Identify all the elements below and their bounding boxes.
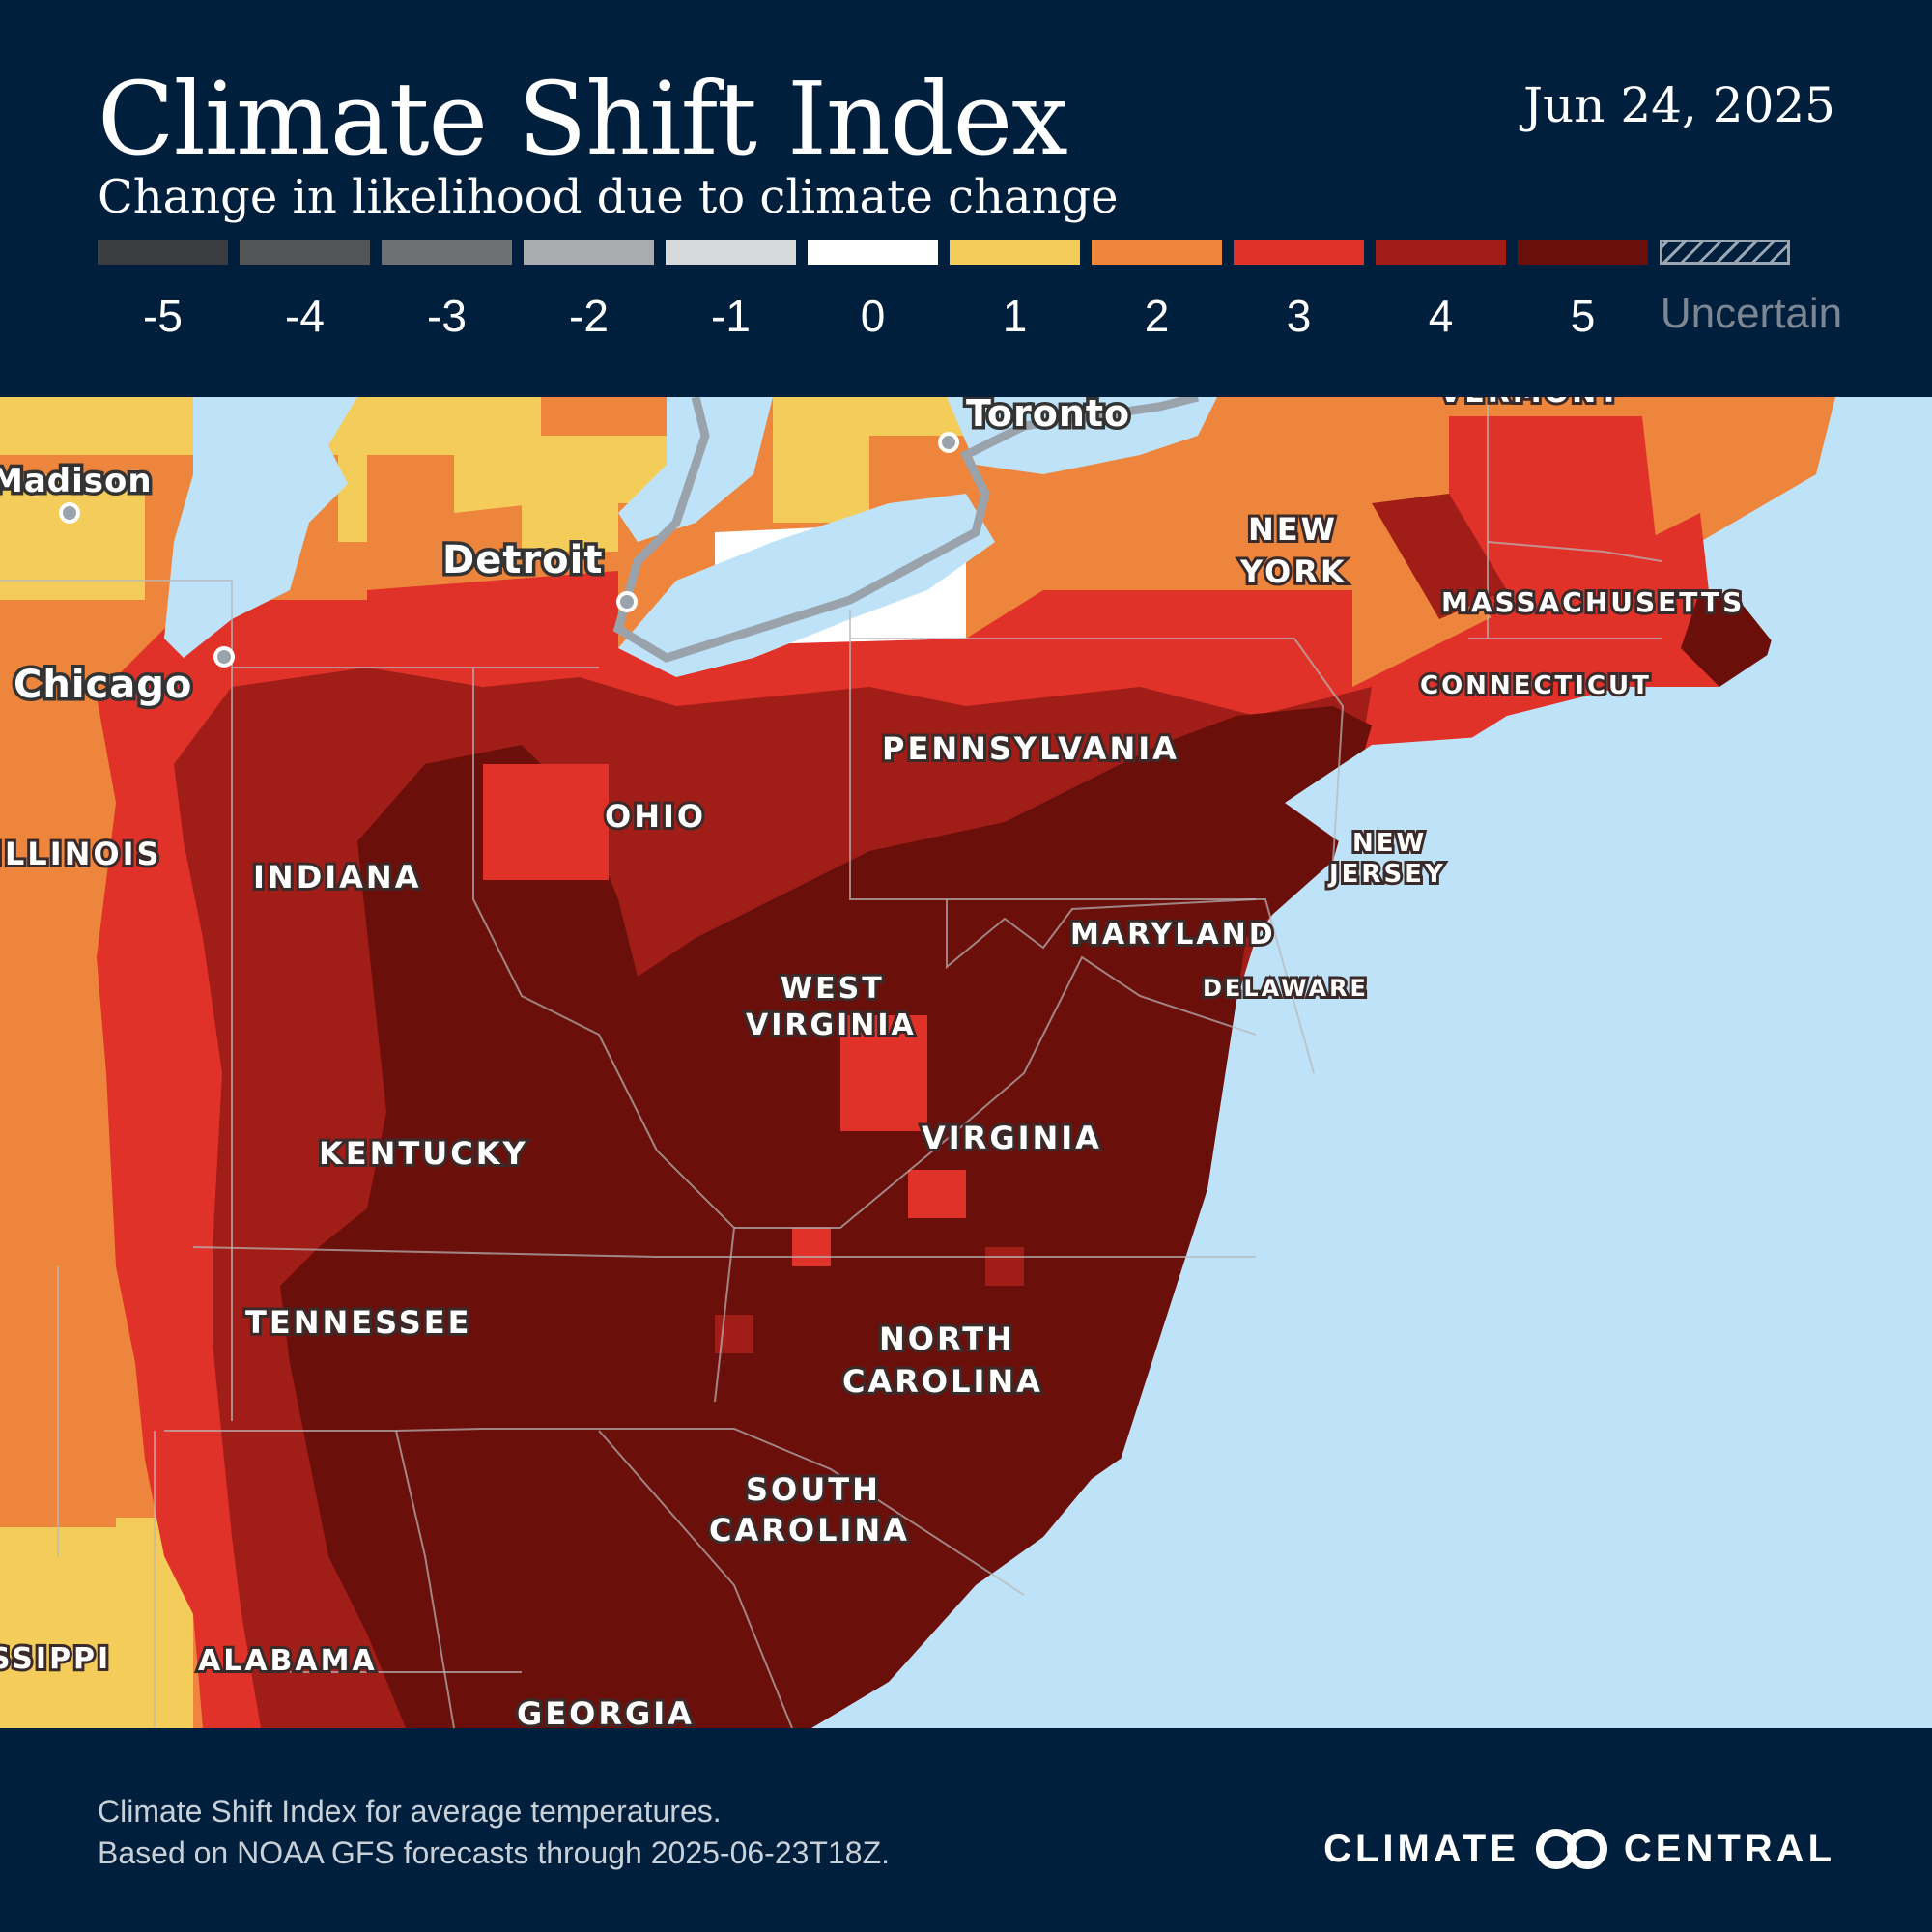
- color-legend: -5 -4 -3 -2 -1 0 1 2 3 4 5 Uncertain: [0, 240, 1932, 346]
- state-label-vermont: VERMONT: [1439, 397, 1622, 410]
- legend-swatch-11: [1518, 240, 1648, 265]
- legend-swatch-10: [1376, 240, 1506, 265]
- land-layer: [0, 397, 1835, 1728]
- climate-central-logo[interactable]: CLIMATE CENTRAL: [1323, 1825, 1835, 1873]
- legend-label-12: Uncertain: [1660, 290, 1843, 337]
- footer-description: Climate Shift Index for average temperat…: [98, 1794, 722, 1829]
- legend-label-4: -2: [569, 291, 609, 341]
- state-label-delaware: DELAWARE: [1203, 975, 1369, 1002]
- state-label-virginia: VIRGINIA: [922, 1120, 1102, 1156]
- brand-left: CLIMATE: [1323, 1827, 1520, 1870]
- legend-label-9: 3: [1286, 291, 1312, 341]
- legend-swatch-3: [382, 240, 512, 265]
- legend-label-11: 5: [1570, 291, 1596, 341]
- legend-label-7: 1: [1002, 291, 1028, 341]
- legend-swatch-4: [524, 240, 654, 265]
- state-label-mississippi: MISSISSIPPI: [0, 1642, 111, 1676]
- header: Climate Shift Index Jun 24, 2025 Change …: [0, 0, 1932, 397]
- legend-swatch-2: [240, 240, 370, 265]
- legend-swatch-7: [950, 240, 1080, 265]
- legend-label-3: -3: [427, 291, 467, 341]
- state-label-new-jersey-1: NEW: [1352, 829, 1427, 858]
- legend-swatch-6: [808, 240, 938, 265]
- legend-label-8: 2: [1144, 291, 1170, 341]
- state-label-south-carolina-2: CAROLINA: [709, 1512, 910, 1548]
- legend-label-10: 4: [1428, 291, 1454, 341]
- state-label-south-carolina-1: SOUTH: [746, 1471, 881, 1508]
- footer: Climate Shift Index for average temperat…: [0, 1728, 1932, 1932]
- legend-label-2: -4: [285, 291, 325, 341]
- linked-circles-icon: [1535, 1829, 1607, 1869]
- legend-swatch-1: [98, 240, 228, 265]
- state-label-kentucky: KENTUCKY: [319, 1135, 528, 1172]
- legend-label-6: 0: [860, 291, 886, 341]
- city-label-toronto: Toronto: [966, 397, 1130, 435]
- page-title: Climate Shift Index: [98, 60, 1068, 178]
- state-label-pennsylvania: PENNSYLVANIA: [882, 730, 1179, 767]
- city-markers: Toronto Madison Detroit Chicago: [0, 397, 1133, 711]
- state-label-maryland: MARYLAND: [1070, 918, 1276, 952]
- city-dot-madison[interactable]: [59, 502, 80, 524]
- legend-swatch-12: [1660, 240, 1790, 265]
- state-label-new-york-2: YORK: [1239, 554, 1348, 590]
- state-label-north-carolina-1: NORTH: [879, 1321, 1015, 1357]
- state-label-connecticut: CONNECTICUT: [1420, 671, 1652, 700]
- state-labels: VERMONT NEW YORK MASSACHUSETTS CONNECTIC…: [0, 397, 1745, 1728]
- city-label-detroit: Detroit: [442, 538, 604, 582]
- city-dot-chicago[interactable]: [213, 646, 235, 668]
- city-dot-toronto[interactable]: [938, 432, 959, 453]
- state-label-new-jersey-2: JERSEY: [1327, 860, 1446, 889]
- legend-swatch-9: [1234, 240, 1364, 265]
- climate-shift-map[interactable]: Toronto Madison Detroit Chicago VERMONT …: [0, 397, 1932, 1728]
- state-label-georgia: GEORGIA: [517, 1695, 695, 1728]
- state-label-massachusetts: MASSACHUSETTS: [1441, 586, 1745, 618]
- city-label-madison: Madison: [0, 462, 153, 500]
- legend-label-5: -1: [711, 291, 751, 341]
- state-label-indiana: INDIANA: [253, 859, 421, 895]
- state-label-ohio: OHIO: [605, 798, 706, 835]
- map-canvas: Toronto Madison Detroit Chicago VERMONT …: [0, 397, 1932, 1728]
- footer-source: Based on NOAA GFS forecasts through 2025…: [98, 1835, 890, 1870]
- state-label-illinois: ILLINOIS: [0, 836, 162, 872]
- state-label-tennessee: TENNESSEE: [245, 1304, 471, 1341]
- city-dot-detroit[interactable]: [616, 591, 638, 612]
- forecast-date: Jun 24, 2025: [1523, 77, 1835, 133]
- state-label-new-york-1: NEW: [1248, 511, 1338, 548]
- state-borders: [0, 397, 1662, 1728]
- page-subtitle: Change in likelihood due to climate chan…: [98, 170, 1119, 224]
- city-label-chicago: Chicago: [14, 663, 192, 707]
- state-label-north-carolina-2: CAROLINA: [842, 1363, 1043, 1400]
- state-label-west-virginia-2: VIRGINIA: [746, 1009, 917, 1042]
- legend-label-1: -5: [143, 291, 183, 341]
- state-label-alabama: ALABAMA: [198, 1644, 378, 1678]
- brand-right: CENTRAL: [1623, 1827, 1835, 1870]
- state-label-west-virginia-1: WEST: [781, 972, 885, 1006]
- legend-swatch-5: [666, 240, 796, 265]
- legend-swatch-8: [1092, 240, 1222, 265]
